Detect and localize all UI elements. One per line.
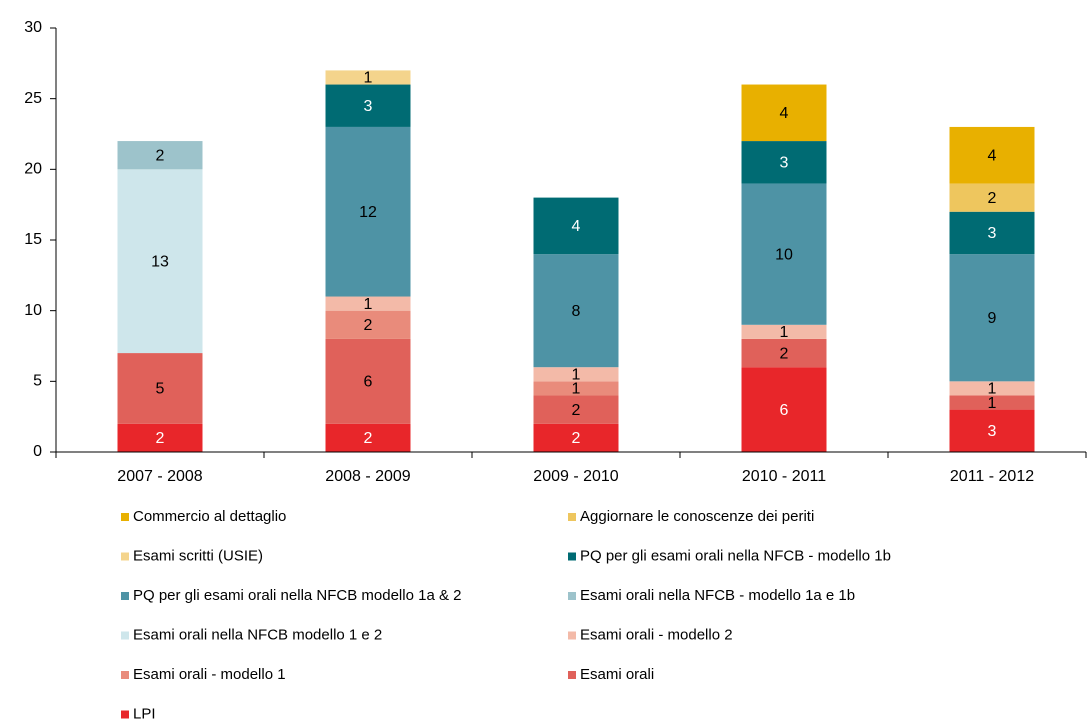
bar-segment: [325, 84, 411, 127]
bar-segment: [949, 395, 1035, 410]
data-label: 2: [364, 430, 373, 447]
legend-swatch: [568, 631, 576, 640]
data-label: 2: [364, 317, 373, 334]
bar-segment: [325, 126, 411, 297]
bar-segment: [741, 367, 827, 452]
bar-segment: [533, 423, 619, 452]
bar-segment: [533, 367, 619, 382]
data-label: 8: [572, 303, 581, 320]
data-label: 6: [780, 402, 789, 419]
legend-swatch: [568, 552, 576, 561]
data-label: 4: [572, 218, 581, 235]
x-tick-label: 2007 - 2008: [117, 468, 203, 485]
data-label: 3: [988, 225, 997, 242]
legend-label: Commercio al dettaglio: [133, 508, 286, 525]
legend-label: PQ per gli esami orali nella NFCB - mode…: [580, 547, 891, 564]
bar-segment: [533, 197, 619, 255]
bar-segment: [949, 254, 1035, 382]
data-label: 2: [572, 402, 581, 419]
legend-swatch: [568, 671, 576, 679]
bar-segment: [949, 183, 1035, 212]
x-tick-label: 2011 - 2012: [950, 468, 1034, 485]
y-tick-label: 30: [24, 19, 42, 36]
y-tick-label: 25: [24, 90, 42, 107]
legend-swatch: [121, 671, 129, 679]
data-label: 2: [780, 345, 789, 362]
bar-segment: [533, 395, 619, 424]
bar-segment: [325, 310, 411, 339]
bar-segment: [949, 126, 1035, 184]
legend-label: Aggiornare le conoscenze dei periti: [580, 508, 814, 525]
legend-label: LPI: [133, 705, 156, 720]
bar-segment: [741, 183, 827, 325]
bar-segment: [741, 141, 827, 184]
bar-segment: [949, 381, 1035, 396]
legend-label: Esami orali nella NFCB - modello 1a e 1b: [580, 587, 855, 604]
legend-swatch: [568, 513, 576, 521]
data-label: 1: [988, 395, 997, 412]
legend-label: PQ per gli esami orali nella NFCB modell…: [133, 587, 461, 604]
legend-swatch: [568, 592, 576, 600]
x-tick-label: 2009 - 2010: [533, 468, 619, 485]
legend-swatch: [121, 631, 129, 640]
data-label: 3: [988, 423, 997, 440]
bar-segment: [117, 353, 203, 424]
bar-segment: [949, 211, 1035, 255]
data-label: 2: [988, 190, 997, 207]
data-label: 2: [156, 147, 165, 164]
data-label: 1: [364, 70, 373, 87]
legend-label: Esami orali - modello 1: [133, 666, 286, 683]
data-label: 1: [572, 381, 581, 398]
legend-label: Esami scritti (USIE): [133, 547, 263, 564]
data-label: 2: [156, 430, 165, 447]
legend-swatch: [121, 592, 129, 600]
bar-segment: [741, 338, 827, 368]
bar-segment: [325, 296, 411, 311]
bar-segment: [325, 338, 411, 424]
legend-label: Esami orali - modello 2: [580, 626, 733, 643]
x-tick-label: 2008 - 2009: [325, 468, 411, 485]
bar-segment: [741, 324, 827, 339]
y-tick-label: 5: [33, 373, 42, 390]
bar-segment: [533, 254, 619, 368]
data-label: 2: [572, 430, 581, 447]
bar-segment: [117, 169, 203, 354]
data-label: 5: [156, 381, 165, 398]
y-tick-label: 15: [24, 231, 42, 248]
x-tick-label: 2010 - 2011: [742, 468, 826, 485]
legend-label: Esami orali nella NFCB modello 1 e 2: [133, 626, 382, 643]
bar-segment: [325, 423, 411, 452]
bar-segment: [325, 70, 411, 85]
data-label: 10: [775, 246, 793, 263]
y-tick-label: 0: [33, 443, 42, 460]
bar-segment: [117, 423, 203, 452]
data-label: 4: [780, 105, 789, 122]
data-label: 1: [572, 366, 581, 383]
data-label: 1: [780, 324, 789, 341]
data-label: 3: [364, 98, 373, 115]
data-label: 6: [364, 374, 373, 391]
data-label: 9: [988, 310, 997, 327]
bar-segment: [741, 84, 827, 142]
legend-label: Esami orali: [580, 666, 654, 683]
data-label: 4: [988, 147, 997, 164]
data-label: 1: [988, 381, 997, 398]
bar-segment: [533, 381, 619, 396]
data-label: 3: [780, 154, 789, 171]
data-label: 1: [364, 296, 373, 313]
bar-segment: [949, 409, 1035, 452]
y-tick-label: 10: [24, 302, 42, 319]
y-tick-label: 20: [24, 161, 42, 178]
legend-swatch: [121, 552, 129, 561]
bar-segment: [117, 141, 203, 170]
legend-swatch: [121, 710, 129, 719]
legend-swatch: [121, 513, 129, 521]
data-label: 12: [359, 204, 377, 221]
data-label: 13: [151, 253, 169, 270]
